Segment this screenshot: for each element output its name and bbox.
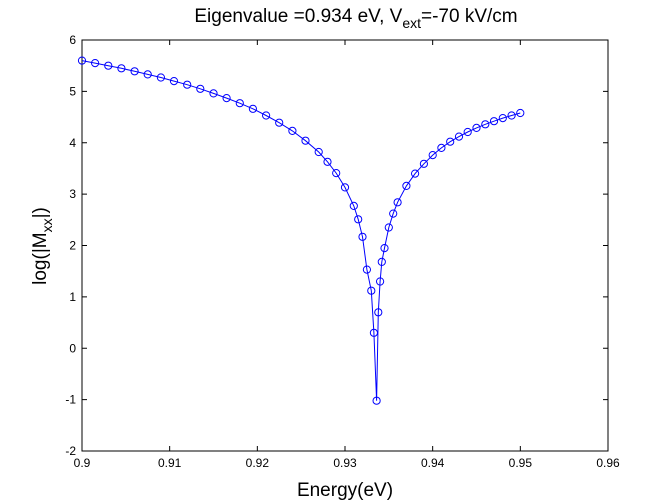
data-point bbox=[369, 328, 378, 337]
data-point bbox=[362, 265, 371, 274]
data-point bbox=[402, 181, 411, 190]
data-point bbox=[354, 215, 363, 224]
y-tick-label: -1 bbox=[65, 393, 76, 407]
y-tick-label: 0 bbox=[69, 341, 76, 355]
chart-title-tail: =-70 kV/cm bbox=[421, 6, 518, 27]
data-point bbox=[262, 111, 271, 120]
x-axis: 0.9 0.91 0.92 0.93 0.94 0.95 0.96 bbox=[74, 40, 620, 470]
data-point bbox=[389, 209, 398, 218]
y-axis-label: log(|Mxx|) bbox=[30, 207, 55, 285]
data-point bbox=[222, 94, 231, 103]
data-point bbox=[481, 120, 490, 129]
data-series bbox=[77, 56, 525, 405]
data-point bbox=[323, 157, 332, 166]
data-point bbox=[472, 123, 481, 133]
x-tick-label: 0.91 bbox=[158, 456, 182, 470]
series-line bbox=[81, 60, 521, 401]
data-point bbox=[454, 132, 464, 141]
data-point bbox=[419, 159, 428, 168]
y-axis-label-prefix: log(|M bbox=[30, 232, 51, 284]
data-point bbox=[169, 77, 179, 86]
x-tick-label: 0.94 bbox=[421, 456, 445, 470]
data-point bbox=[183, 80, 192, 89]
x-tick-label: 0.95 bbox=[509, 456, 533, 470]
data-point bbox=[411, 169, 420, 178]
data-point bbox=[384, 223, 393, 232]
data-point bbox=[498, 114, 507, 123]
data-point bbox=[428, 151, 437, 160]
data-point bbox=[349, 201, 358, 210]
y-axis: -2 -1 0 1 2 3 4 5 6 bbox=[65, 33, 608, 458]
data-point bbox=[446, 137, 455, 146]
data-point bbox=[489, 117, 499, 126]
data-point bbox=[463, 127, 472, 137]
data-point bbox=[377, 257, 386, 266]
y-tick-label: -2 bbox=[65, 444, 76, 458]
data-point bbox=[117, 64, 126, 73]
data-point bbox=[209, 89, 218, 98]
x-tick-label: 0.92 bbox=[246, 456, 270, 470]
y-tick-label: 4 bbox=[69, 136, 76, 150]
data-point bbox=[156, 73, 165, 82]
data-point bbox=[275, 118, 284, 127]
y-axis-label-suffix: |) bbox=[30, 207, 51, 218]
y-tick-label: 1 bbox=[69, 290, 76, 304]
x-tick-label: 0.96 bbox=[596, 456, 620, 470]
data-point bbox=[367, 286, 376, 295]
y-axis-label-subscript: xx bbox=[39, 218, 55, 232]
x-axis-label: Energy(eV) bbox=[297, 480, 393, 501]
data-point bbox=[372, 396, 381, 405]
x-tick-label: 0.93 bbox=[333, 456, 357, 470]
plot-area bbox=[81, 39, 609, 452]
chart-title-main: Eigenvalue =0.934 eV, V bbox=[194, 6, 402, 27]
data-point bbox=[380, 244, 389, 253]
data-point bbox=[376, 277, 385, 286]
data-point bbox=[507, 111, 516, 120]
data-point bbox=[104, 61, 113, 70]
y-tick-label: 3 bbox=[69, 187, 76, 201]
chart-title: Eigenvalue =0.934 eV, Vext=-70 kV/cm bbox=[194, 6, 517, 31]
data-point bbox=[248, 104, 257, 113]
chart-title-subscript: ext bbox=[402, 15, 421, 31]
data-point bbox=[235, 99, 244, 108]
data-point bbox=[77, 56, 87, 65]
y-tick-label: 5 bbox=[69, 84, 76, 98]
data-point bbox=[314, 147, 323, 157]
data-point bbox=[393, 198, 402, 207]
y-tick-label: 6 bbox=[69, 33, 76, 47]
data-point bbox=[196, 84, 205, 93]
x-tick-label: 0.9 bbox=[74, 456, 91, 470]
data-point bbox=[91, 59, 100, 68]
data-point bbox=[516, 108, 525, 118]
data-point bbox=[437, 143, 446, 152]
data-point bbox=[374, 308, 383, 317]
data-point bbox=[301, 136, 310, 145]
data-point bbox=[288, 126, 297, 135]
y-tick-label: 2 bbox=[69, 239, 76, 253]
data-point bbox=[358, 232, 367, 241]
data-point bbox=[143, 70, 152, 79]
data-point bbox=[332, 169, 341, 178]
data-point bbox=[130, 67, 139, 76]
data-point bbox=[340, 183, 350, 192]
